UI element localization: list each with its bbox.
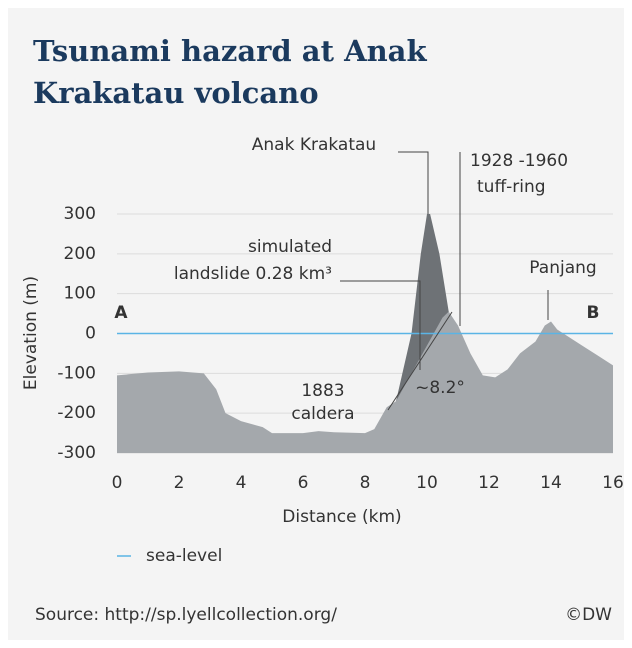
y-tick-label: 100	[64, 284, 96, 304]
x-tick-label: 8	[360, 473, 371, 493]
x-tick-label: 2	[174, 473, 185, 493]
annotation: B	[587, 303, 600, 323]
annotation: A	[114, 303, 128, 323]
annotation: landslide 0.28 km³	[174, 264, 332, 284]
x-tick-label: 10	[416, 473, 438, 493]
legend-label: sea-level	[146, 546, 222, 566]
axis-label: Elevation (m)	[21, 276, 41, 390]
annotation: Anak Krakatau	[252, 135, 376, 155]
x-tick-label: 0	[112, 473, 123, 493]
annotation: 1883	[301, 381, 344, 401]
annotation: Panjang	[529, 258, 596, 278]
annotation: ~8.2°	[415, 378, 465, 398]
chart-title: Tsunami hazard at Anak Krakatau volcano	[33, 34, 427, 110]
y-tick-label: -100	[57, 363, 96, 383]
y-tick-label: 300	[64, 204, 96, 224]
area	[117, 311, 613, 453]
x-tick-label: 6	[298, 473, 309, 493]
source: Source: http://sp.lyellcollection.org/	[35, 605, 337, 625]
annotation: tuff-ring	[477, 177, 546, 197]
leader-line	[340, 280, 421, 370]
x-tick-label: 16	[602, 473, 624, 493]
y-tick-label: -200	[57, 403, 96, 423]
leader-line	[398, 151, 429, 214]
x-tick-label: 14	[540, 473, 562, 493]
leader-line	[387, 311, 453, 411]
annotation: 1928 -1960	[470, 151, 568, 171]
panel	[8, 8, 624, 640]
annotation: simulated	[248, 237, 332, 257]
y-tick-label: -300	[57, 443, 96, 463]
annotation: caldera	[291, 404, 354, 424]
x-tick-label: 4	[236, 473, 247, 493]
y-tick-label: 200	[64, 244, 96, 264]
credit: ©DW	[565, 605, 612, 625]
axis-label: Distance (km)	[282, 507, 401, 527]
y-tick-label: 0	[85, 324, 96, 344]
x-tick-label: 12	[478, 473, 500, 493]
